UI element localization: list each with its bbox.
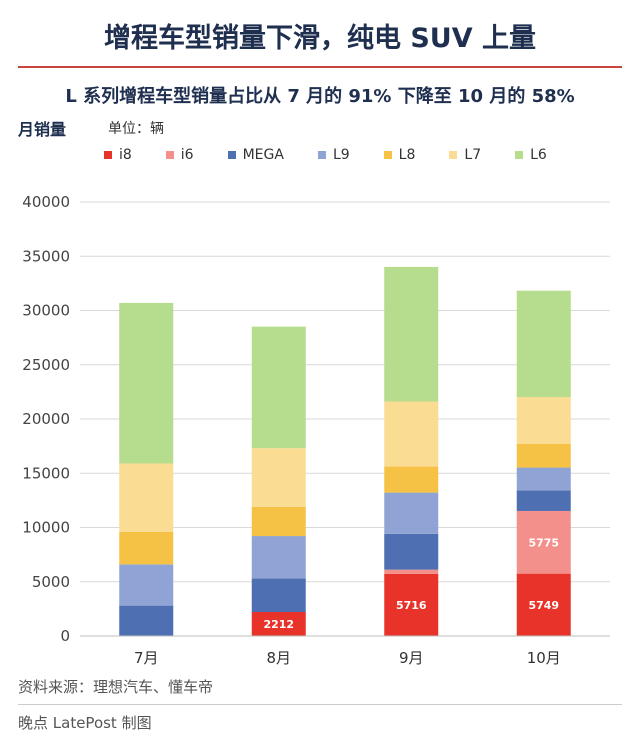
bar-segment-l6 bbox=[251, 326, 306, 449]
y-axis-label: 月销量 bbox=[18, 120, 67, 139]
y-tick-label: 15000 bbox=[22, 464, 70, 482]
bar-segment-l7 bbox=[384, 401, 439, 467]
bar-segment-mega bbox=[251, 578, 306, 612]
legend-item-l6: L6 bbox=[515, 146, 547, 164]
x-tick-label: 8月 bbox=[266, 649, 291, 667]
y-tick-label: 35000 bbox=[22, 247, 70, 265]
legend-label: L6 bbox=[530, 147, 547, 163]
legend-swatch bbox=[383, 151, 392, 159]
bar-segment-l6 bbox=[119, 302, 174, 464]
legend-swatch bbox=[104, 151, 112, 159]
legend-label: L9 bbox=[332, 147, 350, 163]
bar-segment-i8 bbox=[251, 611, 306, 636]
legend-swatch bbox=[165, 151, 174, 159]
bar-segment-l6 bbox=[516, 290, 571, 398]
unit-label: 单位：辆 bbox=[108, 121, 164, 137]
chart-legend: i8 i6 MEGA L9 L8 L7 L6 bbox=[104, 146, 581, 164]
y-tick-label: 0 bbox=[60, 627, 70, 645]
bar-segment-mega bbox=[119, 605, 174, 636]
footer-divider bbox=[18, 704, 622, 705]
bar-segment-i8 bbox=[516, 573, 571, 636]
legend-item-l9: L9 bbox=[317, 146, 350, 164]
bar-segment-l8 bbox=[119, 531, 174, 565]
bar-segment-l9 bbox=[384, 492, 439, 534]
y-tick-label: 25000 bbox=[22, 356, 70, 374]
bar-segment-mega bbox=[384, 533, 439, 570]
stacked-bar-chart: 0 5000 10000 15000 20000 25000 30000 35000 40000… bbox=[22, 193, 610, 667]
title-divider bbox=[18, 66, 622, 68]
legend-swatch bbox=[317, 151, 326, 159]
bar-segment-l9 bbox=[119, 564, 174, 606]
bar-segment-l9 bbox=[516, 467, 571, 491]
data-label: 2212 bbox=[263, 618, 294, 631]
legend-item-i6: i6 bbox=[165, 146, 194, 164]
data-label: 5716 bbox=[396, 599, 427, 612]
legend-swatch bbox=[227, 151, 236, 159]
bar-segment-i8 bbox=[384, 573, 439, 636]
y-tick-label: 10000 bbox=[22, 519, 70, 537]
source-note: 资料来源：理想汽车、懂车帝 bbox=[18, 678, 214, 696]
legend-label: i8 bbox=[119, 147, 132, 163]
bar-segment-l8 bbox=[516, 443, 571, 468]
x-tick-label: 10月 bbox=[527, 649, 561, 667]
legend-label: L7 bbox=[464, 147, 482, 163]
bar-segment-i6 bbox=[516, 510, 571, 574]
x-tick-label: 7月 bbox=[134, 649, 159, 667]
legend-label: MEGA bbox=[242, 147, 284, 163]
legend-label: L8 bbox=[398, 147, 416, 163]
bar-segment-l6 bbox=[384, 266, 439, 402]
credit-note: 晚点 LatePost 制图 bbox=[18, 714, 152, 732]
legend-label: i6 bbox=[180, 147, 194, 163]
bar-segment-l8 bbox=[251, 506, 306, 537]
x-tick-label: 9月 bbox=[399, 649, 424, 667]
y-tick-label: 20000 bbox=[22, 410, 70, 428]
bar-segment-l8 bbox=[384, 466, 439, 493]
chart-subtitle: L 系列增程车型销量占比从 7 月的 91% 下降至 10 月的 58% bbox=[65, 86, 575, 107]
y-tick-label: 5000 bbox=[32, 573, 70, 591]
bar-segment-l7 bbox=[119, 463, 174, 532]
legend-item-l7: L7 bbox=[449, 146, 481, 164]
y-tick-label: 40000 bbox=[22, 193, 70, 211]
bar-segment-i6 bbox=[384, 569, 439, 574]
chart-title: 增程车型销量下滑，纯电 SUV 上量 bbox=[103, 23, 537, 54]
legend-swatch bbox=[515, 151, 524, 159]
bar-segment-mega bbox=[516, 490, 571, 511]
legend-item-mega: MEGA bbox=[227, 146, 284, 164]
bar-segment-l9 bbox=[251, 536, 306, 579]
bar-segment-l7 bbox=[251, 448, 306, 507]
data-label: 5775 bbox=[528, 536, 559, 549]
bar-segment-l7 bbox=[516, 397, 571, 444]
legend-item-i8: i8 bbox=[104, 146, 132, 164]
y-tick-label: 30000 bbox=[22, 302, 70, 320]
data-label: 5749 bbox=[528, 599, 559, 612]
legend-swatch bbox=[449, 151, 458, 159]
legend-item-l8: L8 bbox=[383, 146, 416, 164]
